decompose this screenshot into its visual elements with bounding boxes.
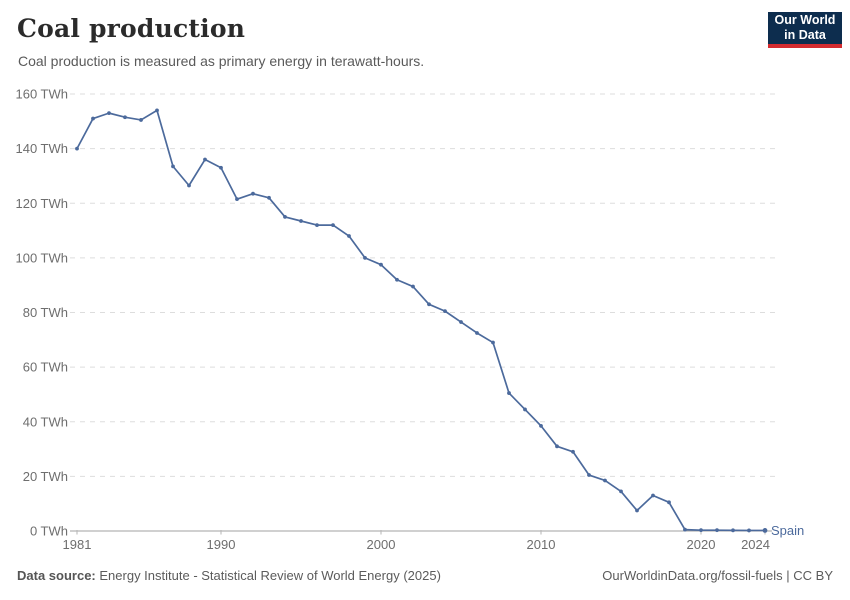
data-point[interactable] — [347, 234, 351, 238]
data-point[interactable] — [267, 195, 271, 200]
data-point[interactable] — [171, 164, 175, 169]
page-title: Coal production — [17, 14, 246, 43]
data-point[interactable] — [699, 528, 703, 533]
data-point[interactable] — [75, 146, 79, 151]
data-point[interactable] — [747, 528, 751, 533]
data-point[interactable] — [683, 527, 687, 532]
data-point[interactable] — [523, 407, 527, 412]
y-axis-tick-label: 120 TWh — [15, 196, 68, 211]
data-point[interactable] — [251, 191, 255, 196]
data-point[interactable] — [571, 449, 575, 454]
data-point[interactable] — [459, 320, 463, 324]
data-point[interactable] — [731, 528, 735, 533]
owid-url-link[interactable]: OurWorldinData.org/fossil-fuels | CC BY — [602, 568, 833, 583]
data-point[interactable] — [491, 340, 495, 345]
entity-label-spain[interactable]: Spain — [771, 523, 804, 538]
data-point[interactable] — [203, 157, 207, 162]
owid-logo[interactable]: Our World in Data — [768, 12, 842, 48]
data-point[interactable] — [219, 165, 223, 170]
data-source-text: Energy Institute - Statistical Review of… — [99, 568, 441, 583]
data-point[interactable] — [123, 115, 127, 120]
data-point[interactable] — [283, 215, 287, 219]
data-point[interactable] — [507, 391, 511, 395]
data-point[interactable] — [603, 478, 607, 483]
data-point[interactable] — [667, 500, 671, 505]
data-source: Data source: Energy Institute - Statisti… — [17, 568, 441, 583]
data-source-label: Data source: — [17, 568, 96, 583]
data-point[interactable] — [139, 118, 143, 122]
data-point[interactable] — [363, 255, 367, 260]
data-point[interactable] — [379, 262, 383, 267]
data-point[interactable] — [619, 489, 623, 494]
data-point[interactable] — [235, 197, 239, 202]
data-point[interactable] — [331, 223, 335, 228]
data-point[interactable] — [475, 331, 479, 335]
y-axis-tick-label: 160 TWh — [15, 87, 68, 102]
x-axis-tick-label: 2000 — [367, 537, 396, 552]
x-axis-tick-label: 2010 — [527, 537, 556, 552]
y-axis-tick-label: 0 TWh — [30, 524, 68, 539]
y-axis-tick-label: 40 TWh — [23, 414, 68, 429]
y-axis-tick-label: 20 TWh — [23, 469, 68, 484]
x-axis-tick-label: 1990 — [207, 537, 236, 552]
owid-logo-line2: in Data — [784, 28, 826, 42]
y-axis-tick-label: 140 TWh — [15, 141, 68, 156]
data-point[interactable] — [91, 116, 95, 121]
y-axis-tick-label: 100 TWh — [15, 250, 68, 265]
data-point[interactable] — [715, 528, 719, 533]
x-axis-tick-label: 2020 — [687, 537, 716, 552]
data-point[interactable] — [299, 219, 303, 223]
x-axis-tick-label: 1981 — [63, 537, 92, 552]
y-axis-tick-label: 60 TWh — [23, 360, 68, 375]
data-point[interactable] — [427, 302, 431, 307]
data-point[interactable] — [107, 111, 111, 116]
x-axis-tick-label: 2024 — [741, 537, 770, 552]
chart-footer: Data source: Energy Institute - Statisti… — [17, 568, 833, 583]
chart-subtitle: Coal production is measured as primary e… — [18, 53, 425, 69]
data-point[interactable] — [187, 183, 191, 188]
data-point[interactable] — [651, 493, 655, 498]
data-point[interactable] — [315, 223, 319, 228]
data-point[interactable] — [762, 528, 768, 533]
data-point[interactable] — [539, 423, 543, 428]
data-point[interactable] — [635, 508, 639, 513]
data-point[interactable] — [443, 309, 447, 314]
data-point[interactable] — [411, 284, 415, 289]
owid-logo-line1: Our World — [774, 13, 836, 27]
data-point[interactable] — [555, 444, 559, 449]
data-point[interactable] — [155, 108, 159, 113]
data-point[interactable] — [395, 277, 399, 282]
data-line-spain[interactable] — [76, 109, 765, 532]
data-point[interactable] — [587, 473, 591, 477]
y-axis-tick-label: 80 TWh — [23, 305, 68, 320]
